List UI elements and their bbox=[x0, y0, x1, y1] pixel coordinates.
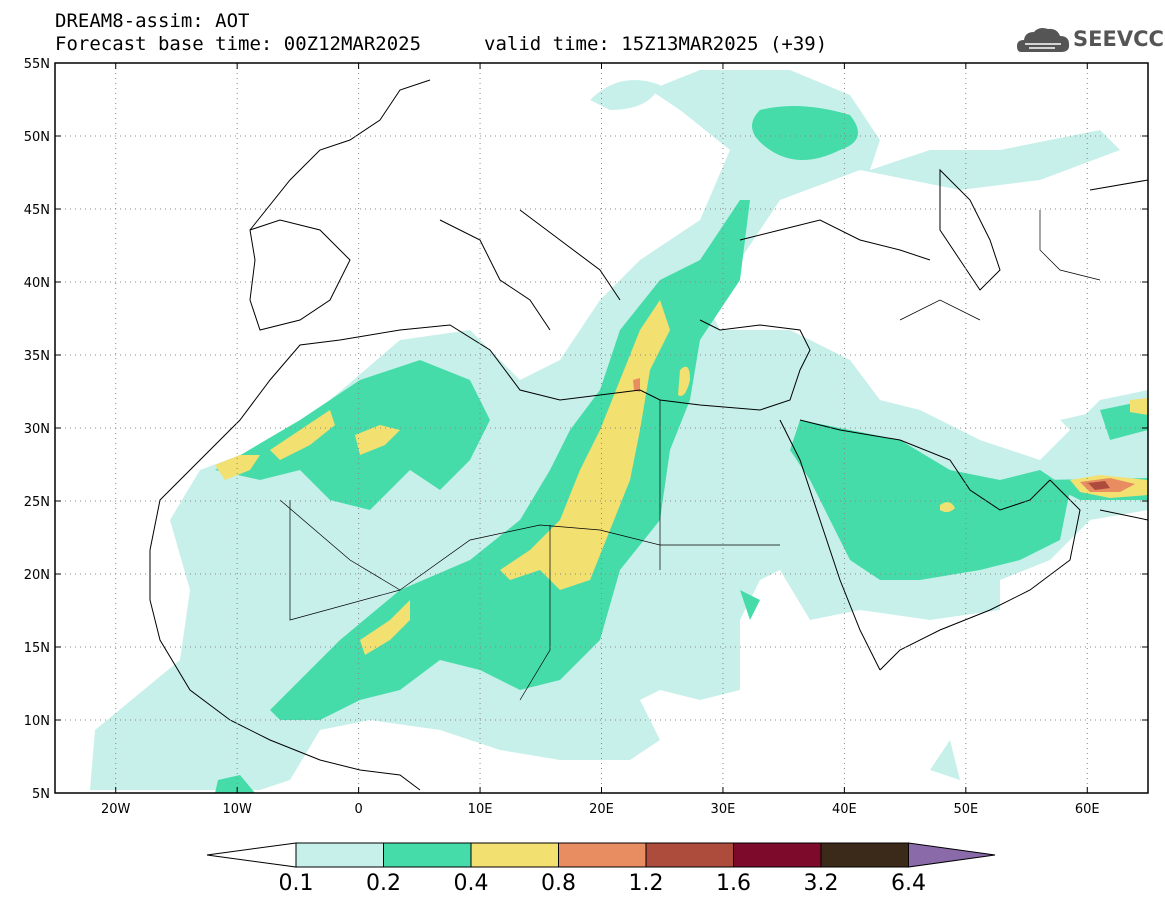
lat-label: 30N bbox=[24, 422, 50, 437]
lon-label: 10E bbox=[468, 802, 493, 817]
seevccc-logo: SEEVCCC bbox=[1073, 27, 1165, 51]
country-borders bbox=[279, 210, 1101, 701]
lat-label: 50N bbox=[24, 130, 50, 145]
lon-label: 10W bbox=[222, 802, 252, 817]
lat-label: 10N bbox=[24, 714, 50, 729]
lon-label: 50E bbox=[953, 802, 978, 817]
lat-label: 45N bbox=[24, 203, 50, 218]
lat-label: 35N bbox=[24, 349, 50, 364]
lat-label: 40N bbox=[24, 276, 50, 291]
lon-label: 20W bbox=[101, 802, 131, 817]
latitude-labels: 55N 50N 45N 40N 35N 30N 25N 20N 15N 10N 5N bbox=[24, 57, 50, 802]
lat-label: 25N bbox=[24, 495, 50, 510]
longitude-labels: 20W 10W 0 10E 20E 30E 40E 50E 60E bbox=[101, 802, 1100, 817]
lon-label: 20E bbox=[589, 802, 614, 817]
forecast-base-time: Forecast base time: 00Z12MAR2025 bbox=[55, 33, 422, 55]
lon-label: 40E bbox=[832, 802, 857, 817]
valid-time: valid time: 15Z13MAR2025 (+39) bbox=[484, 33, 828, 55]
map-title: DREAM8-assim: AOT bbox=[55, 10, 250, 32]
graticule bbox=[55, 63, 1148, 793]
lat-label: 20N bbox=[24, 568, 50, 583]
lon-label: 0 bbox=[354, 802, 362, 817]
axis-ticks bbox=[55, 62, 1148, 794]
lat-label: 15N bbox=[24, 641, 50, 656]
aot-layer-mid bbox=[215, 106, 1148, 793]
aot-layer-extreme bbox=[1088, 481, 1110, 490]
cloud-icon bbox=[1017, 28, 1070, 52]
lat-label: 55N bbox=[24, 57, 50, 72]
lon-label: 30E bbox=[711, 802, 736, 817]
coastlines bbox=[149, 79, 1148, 791]
lat-label: 5N bbox=[32, 787, 50, 802]
lon-label: 60E bbox=[1075, 802, 1100, 817]
